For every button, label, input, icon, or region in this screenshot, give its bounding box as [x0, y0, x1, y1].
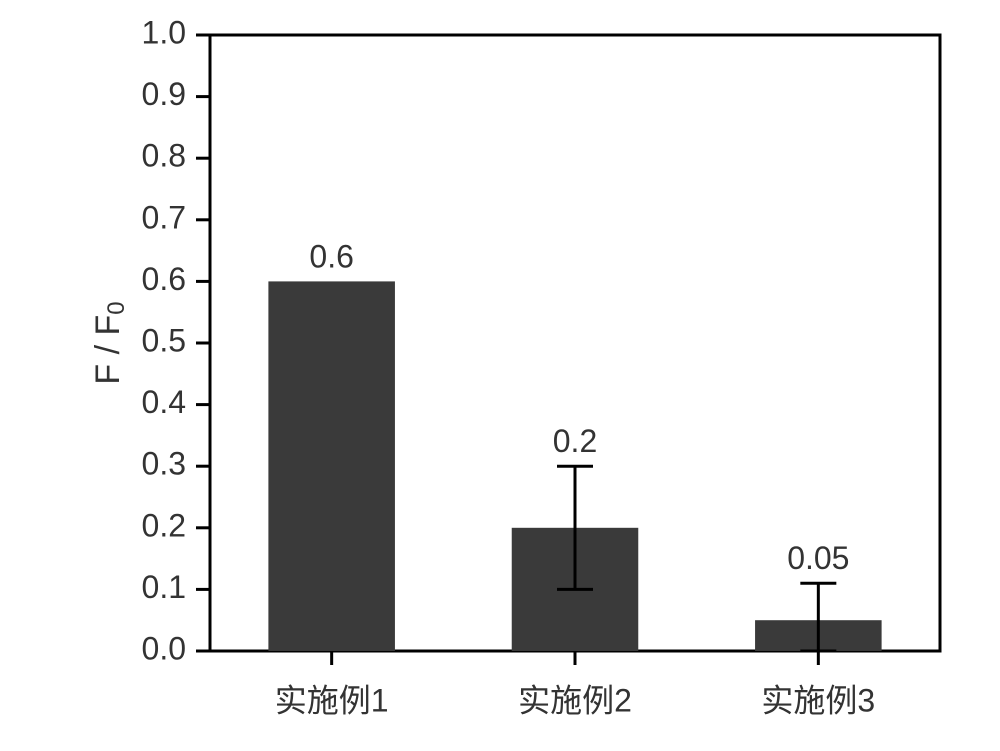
y-tick-label: 1.0	[142, 14, 186, 50]
y-tick-label: 0.7	[142, 199, 186, 235]
chart-svg: 0.00.10.20.30.40.50.60.70.80.91.0F / F0实…	[0, 0, 1000, 751]
bar-chart: 0.00.10.20.30.40.50.60.70.80.91.0F / F0实…	[0, 0, 1000, 751]
x-tick-label: 实施例2	[518, 682, 632, 718]
y-tick-label: 0.0	[142, 630, 186, 666]
bar-value-label: 0.6	[309, 238, 353, 274]
y-tick-label: 0.2	[142, 507, 186, 543]
y-tick-label: 0.6	[142, 261, 186, 297]
bar-value-label: 0.2	[553, 423, 597, 459]
bar-value-label: 0.05	[787, 540, 849, 576]
y-tick-label: 0.8	[142, 138, 186, 174]
x-tick-label: 实施例3	[761, 682, 875, 718]
bar	[268, 281, 395, 651]
y-tick-label: 0.3	[142, 446, 186, 482]
y-tick-label: 0.1	[142, 569, 186, 605]
y-tick-label: 0.5	[142, 322, 186, 358]
y-tick-label: 0.4	[142, 384, 186, 420]
y-tick-label: 0.9	[142, 76, 186, 112]
x-tick-label: 实施例1	[275, 682, 389, 718]
